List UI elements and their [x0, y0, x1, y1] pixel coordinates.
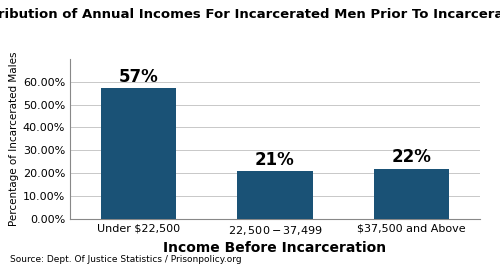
Text: Distribution of Annual Incomes For Incarcerated Men Prior To Incarceration: Distribution of Annual Incomes For Incar…	[0, 8, 500, 21]
Bar	[238, 171, 312, 219]
X-axis label: Income Before Incarceration: Income Before Incarceration	[164, 241, 386, 255]
Y-axis label: Percentage of Incarcerated Males: Percentage of Incarcerated Males	[8, 52, 18, 226]
Text: 21%: 21%	[255, 151, 295, 168]
Bar	[100, 88, 176, 219]
Text: Source: Dept. Of Justice Statistics / Prisonpolicy.org: Source: Dept. Of Justice Statistics / Pr…	[10, 255, 241, 264]
Text: 22%: 22%	[392, 148, 432, 166]
Bar	[374, 168, 449, 219]
Text: 57%: 57%	[118, 68, 158, 86]
